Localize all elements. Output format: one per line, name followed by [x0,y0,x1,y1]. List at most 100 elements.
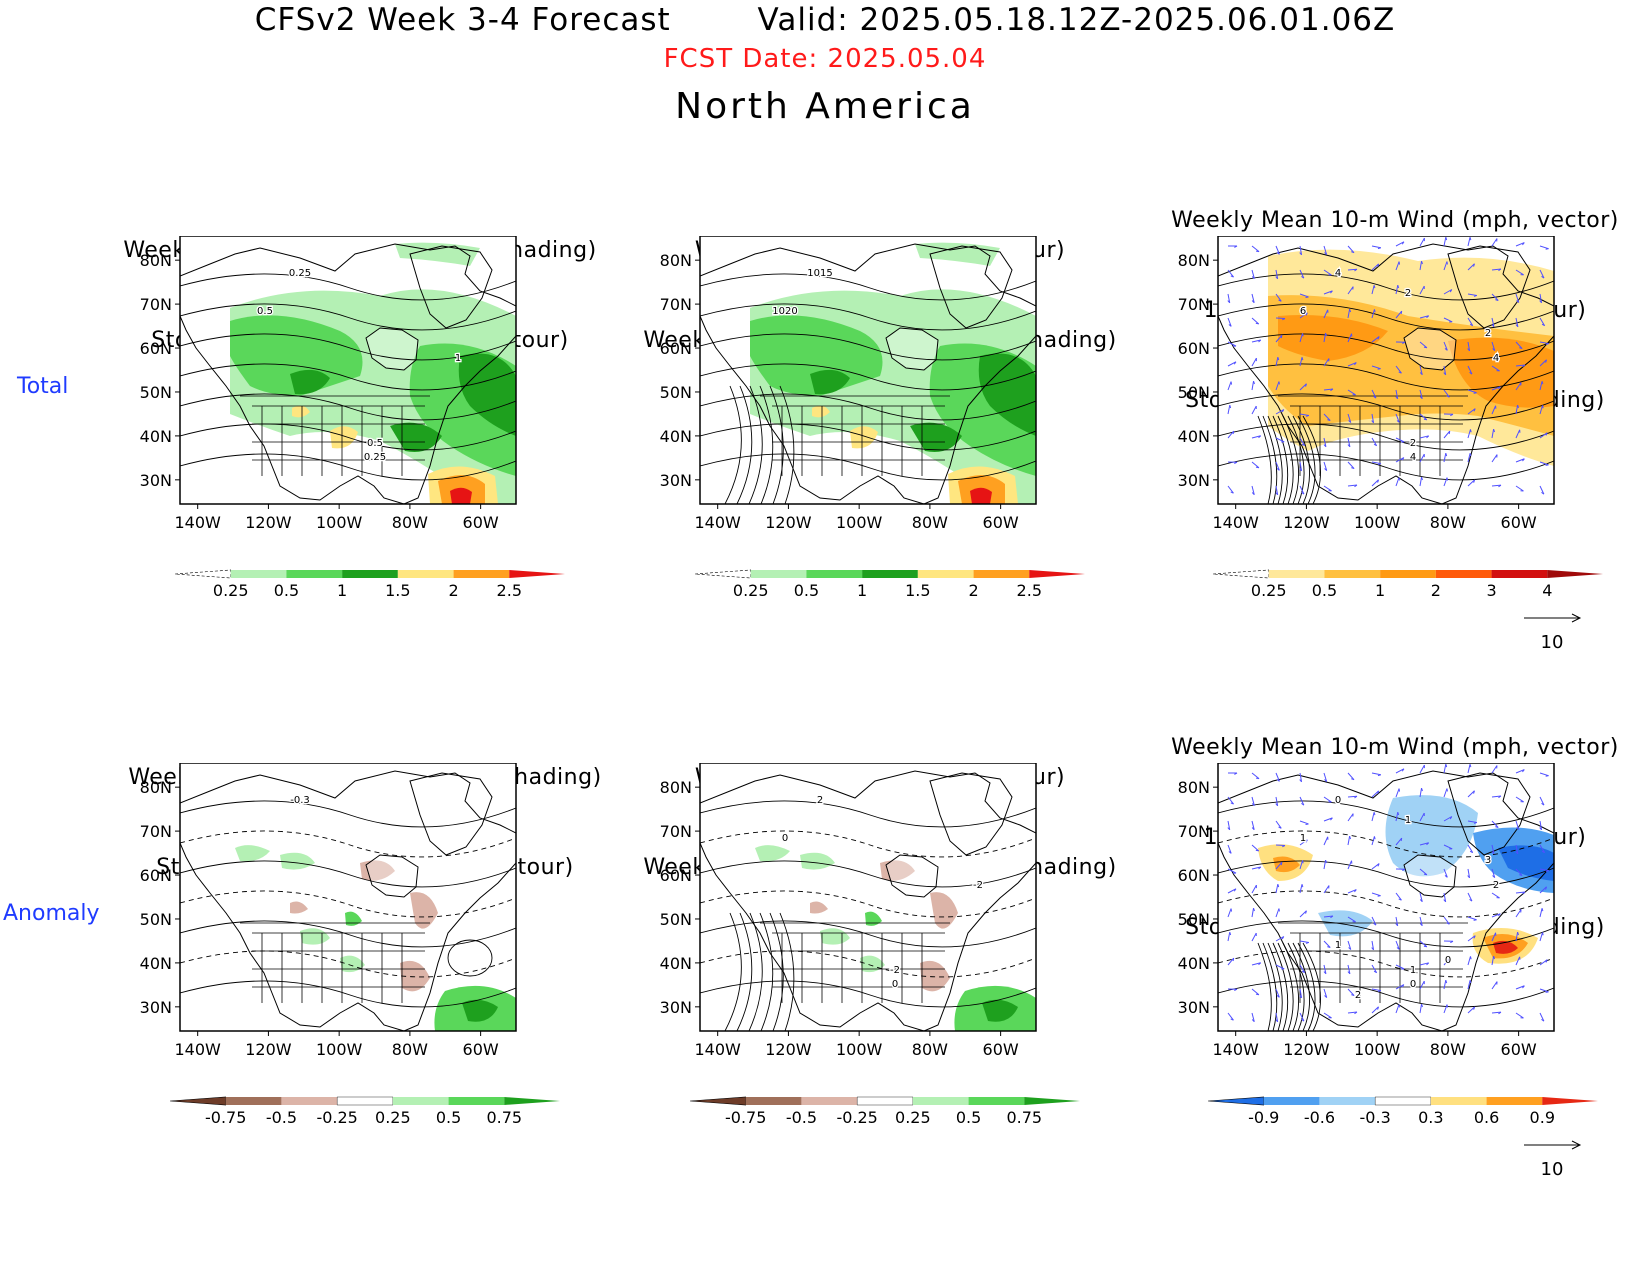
wind-vector [1467,820,1477,823]
greenland-coastline [409,772,493,856]
wind-vector [1515,868,1523,876]
wind-vector-head [1469,980,1472,984]
wind-vector [1467,980,1471,990]
wind-vector [1347,813,1354,822]
wind-vector [1467,956,1471,966]
contour-line [700,950,1036,978]
wind-vector [1275,461,1280,471]
wind-vector [1347,309,1351,319]
colorbar-total-precip: 0.25 0.5 1 1.5 2 2.5 [174,569,565,600]
shading-region [345,911,362,926]
wind-vector [1347,245,1355,254]
wind-vector [1395,457,1405,463]
wind-vector-head [1305,383,1307,387]
wind-vector-head [1227,827,1231,831]
wind-vector-head [1539,300,1542,304]
colorbar-label: 0.75 [1006,1108,1042,1127]
wind-vector [1251,339,1261,343]
greenland-coastline [929,245,1013,329]
wind-vector-head [1444,348,1448,351]
wind-vector-head [1421,1003,1423,1008]
wind-vector [1419,365,1423,375]
wind-vector-head [1230,275,1234,278]
wind-vector [1539,844,1546,853]
wind-vector [1491,429,1495,439]
contour-lines [1218,800,1554,1031]
wind-vector-head [1255,849,1259,852]
wind-vector-head [1277,884,1280,888]
wind-vector-head [1498,795,1502,799]
wind-vector [1371,479,1379,487]
wind-vector [1227,957,1235,966]
colorbar-swatch [1024,1097,1080,1105]
colorbar-label: 2 [448,581,458,600]
colorbar-label: 0.5 [956,1108,981,1127]
wind-vector [1515,956,1521,966]
row-label-total: Total [17,374,69,399]
wind-vector [1251,772,1260,779]
colorbar-swatch [342,570,398,578]
wind-vector-head [1323,444,1327,448]
state-borders [760,395,950,476]
lat-tick-label: 60N [1178,866,1210,885]
wind-vector-head [1419,923,1423,927]
wind-vector-head [1491,851,1495,855]
map-content: 4 6 4 2 4 2 2 [1218,236,1554,504]
wind-vector-head [1232,430,1235,435]
wind-vector-head [1419,899,1423,903]
wind-vector [1371,285,1375,295]
colorbar-swatch [973,570,1030,578]
contour-line [779,385,795,504]
contour-line [700,860,1036,888]
wind-vector [1539,341,1549,345]
map-panel-anom-wind: 0 1 2 1 0 3 1 1 0 2 80N 70N 60N 50N 40N 30N 140W 120W 100W… [1178,763,1555,1059]
colorbar-label: 1 [337,581,347,600]
wind-vector-head [1330,290,1333,294]
colorbar-swatch [448,1097,505,1105]
contour-line [1282,942,1300,1031]
colorbar-label: 0.25 [375,1108,411,1127]
shading-region [800,852,835,870]
wind-vector-head [1354,362,1357,366]
wind-vector-head [1324,995,1328,998]
lat-tick-label: 30N [1178,471,1210,490]
wind-vector [1515,820,1520,830]
wind-vector-head [1301,275,1305,279]
wind-vector-head [1302,860,1304,864]
wind-vector-head [1228,851,1232,854]
wind-vector [1395,916,1399,926]
wind-vector-head [1354,484,1358,488]
wind-vector-head [1255,993,1260,996]
wind-vector-head [1276,779,1280,782]
contour-label: 0 [892,979,898,990]
colorbar-total-wind: 0.25 0.5 1 2 3 4 [1212,569,1603,600]
wind-vector-head [1351,778,1355,781]
contour-line [1218,453,1554,481]
wind-vector [1371,863,1380,870]
wind-vector [1275,437,1285,443]
wind-vector-head [1401,984,1405,988]
contour-line [1218,303,1554,331]
wind-vector [1227,317,1232,327]
vector-reference-label: 10 [1541,1159,1564,1180]
contour-line [748,912,763,1031]
wind-vector-head [1330,817,1333,821]
wind-vector [1539,796,1545,806]
wind-vector-head [1280,862,1283,866]
wind-vector [1515,458,1525,463]
lon-tick-label: 80W [912,513,948,532]
contour-line [1218,890,1554,918]
colorbar-label: -0.5 [266,1108,297,1127]
shading-region [978,353,1036,436]
wind-vector-head [1450,940,1454,944]
wind-vector-head [1445,453,1448,457]
contour-lines [700,800,1036,1031]
wind-vector-head [1449,289,1453,293]
colorbar-swatch [504,1097,560,1105]
wind-vector [1275,1012,1279,1022]
wind-vector-head [1419,396,1423,400]
shading-region [812,405,830,418]
lat-tick-label: 30N [140,998,172,1017]
map-frame [699,763,1037,1032]
contour-label: -2 [890,965,900,976]
